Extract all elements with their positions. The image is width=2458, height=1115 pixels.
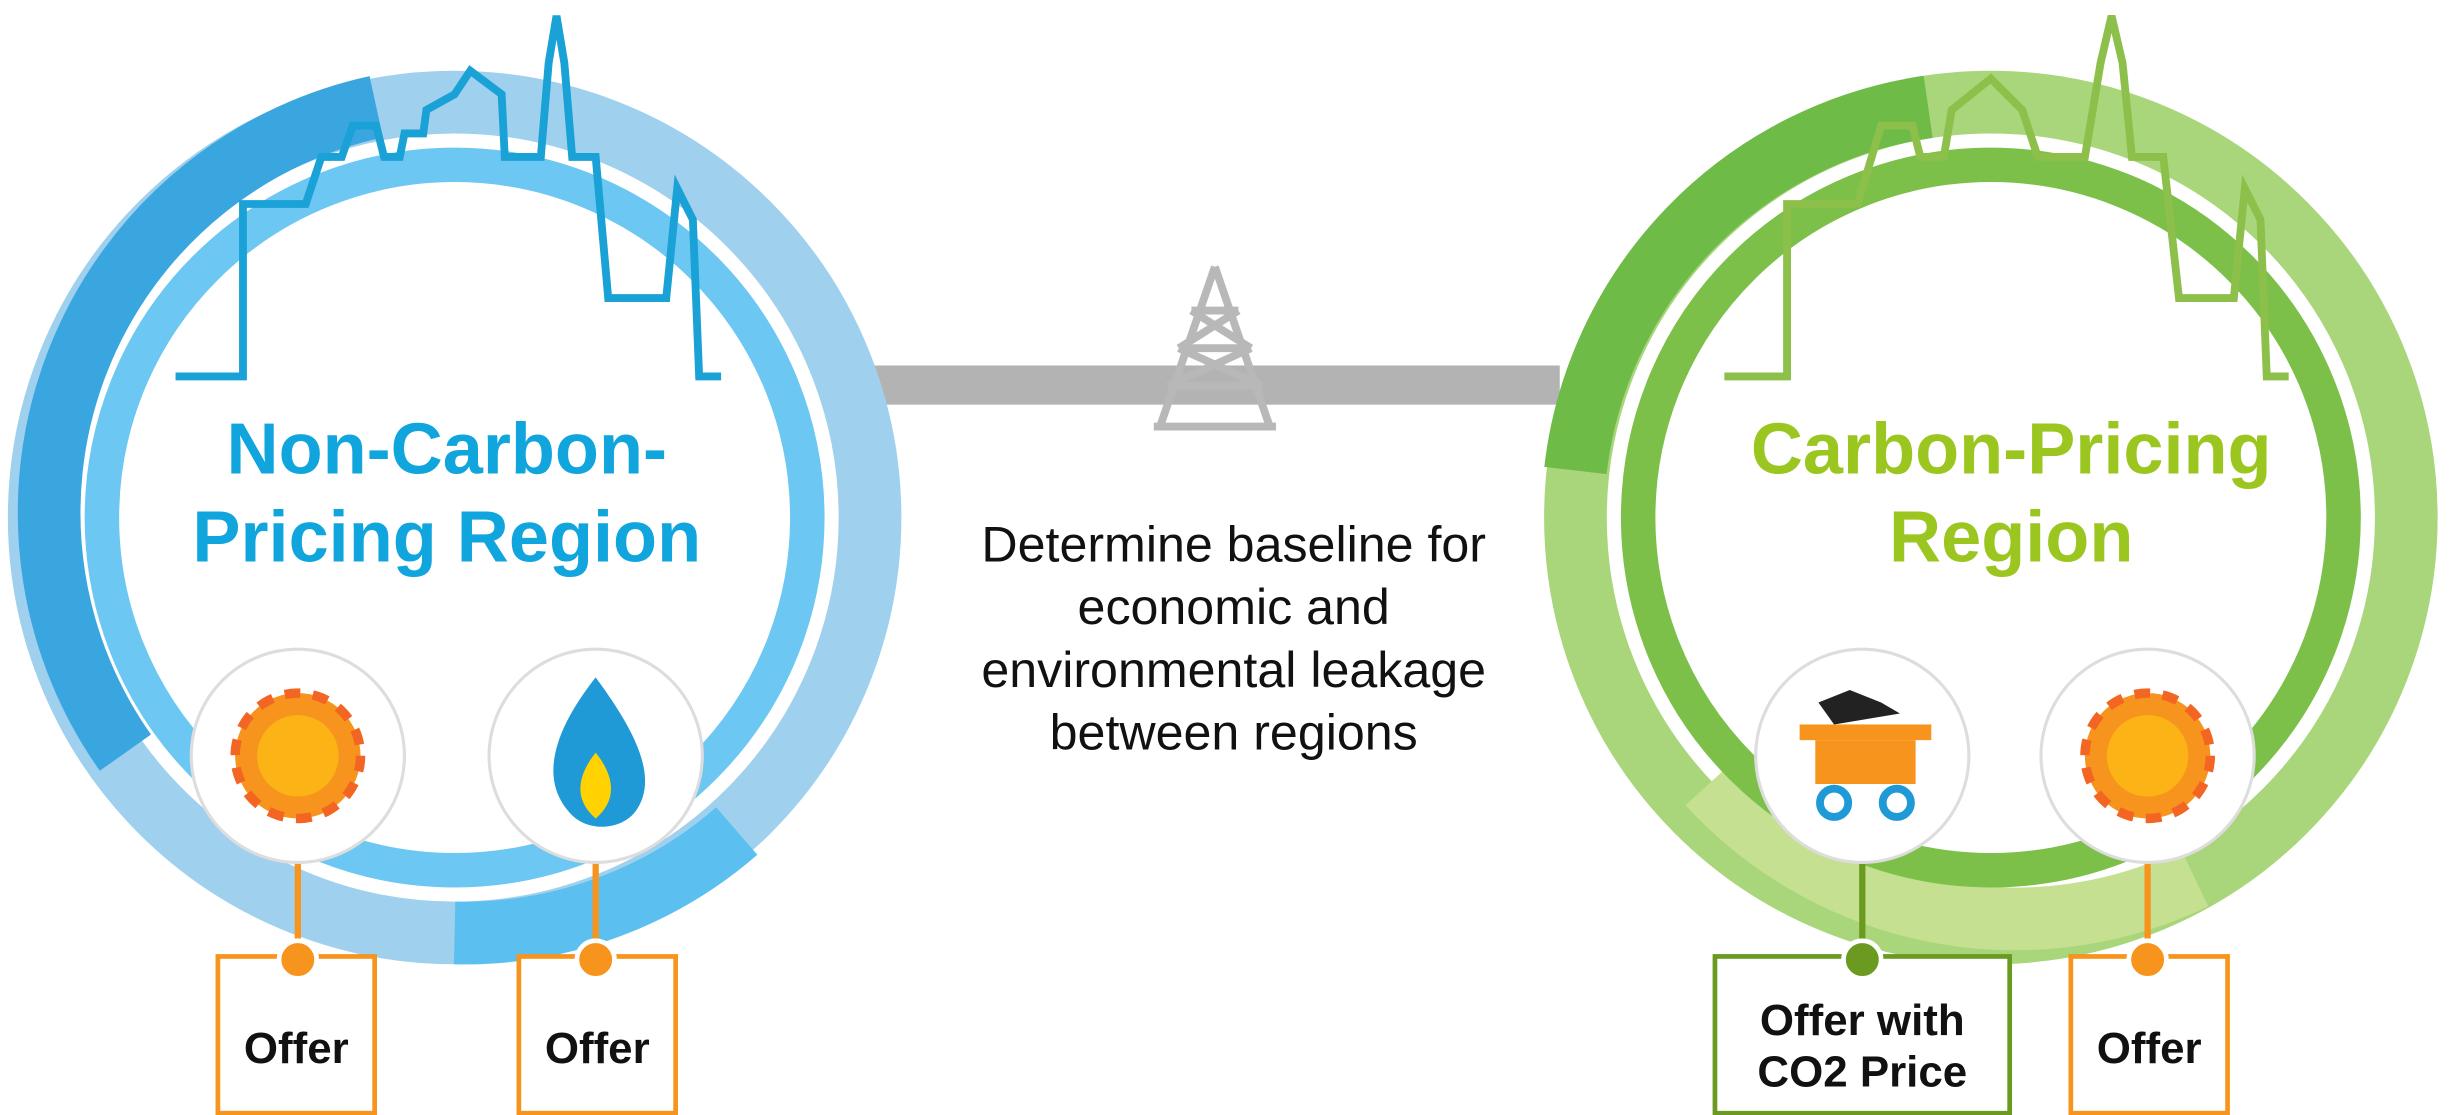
- offer-label: CO2 Price: [1757, 1048, 1967, 1097]
- page: Non-Carbon- Pricing Region Carbon-Pricin…: [0, 0, 2458, 1115]
- offer-label: Offer with: [1760, 996, 1965, 1045]
- region-title: Non-Carbon-: [227, 410, 667, 490]
- offer-label: Offer: [244, 1024, 349, 1073]
- region-title: Pricing Region: [192, 497, 701, 577]
- offer-label: Offer: [545, 1024, 650, 1073]
- center-text: economic and: [1078, 579, 1390, 635]
- offer-label: Offer: [2097, 1024, 2202, 1073]
- center-text: environmental leakage: [981, 642, 1486, 698]
- region-title: Carbon-Pricing: [1751, 410, 2272, 490]
- center-text: between regions: [1050, 705, 1418, 761]
- diagram: Non-Carbon- Pricing Region Carbon-Pricin…: [0, 0, 2458, 1115]
- region-title: Region: [1889, 497, 2133, 577]
- center-text: Determine baseline for: [981, 516, 1486, 572]
